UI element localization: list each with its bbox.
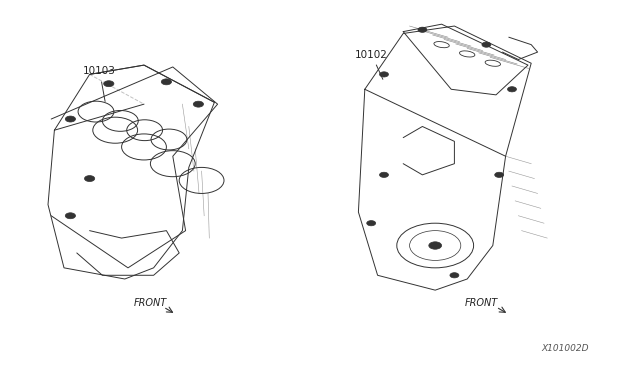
Circle shape bbox=[367, 221, 376, 226]
Circle shape bbox=[65, 213, 76, 219]
Text: FRONT: FRONT bbox=[465, 298, 498, 308]
Circle shape bbox=[193, 101, 204, 107]
Circle shape bbox=[429, 242, 442, 249]
Circle shape bbox=[418, 27, 427, 32]
Circle shape bbox=[482, 42, 491, 47]
Text: 10103: 10103 bbox=[83, 66, 116, 102]
Text: 10102: 10102 bbox=[355, 49, 388, 79]
Circle shape bbox=[450, 273, 459, 278]
Circle shape bbox=[380, 72, 388, 77]
Circle shape bbox=[84, 176, 95, 182]
Circle shape bbox=[380, 172, 388, 177]
Text: X101002D: X101002D bbox=[541, 344, 589, 353]
Circle shape bbox=[495, 172, 504, 177]
Circle shape bbox=[508, 87, 516, 92]
Text: FRONT: FRONT bbox=[134, 298, 167, 308]
Circle shape bbox=[65, 116, 76, 122]
Circle shape bbox=[161, 79, 172, 85]
Circle shape bbox=[104, 81, 114, 87]
